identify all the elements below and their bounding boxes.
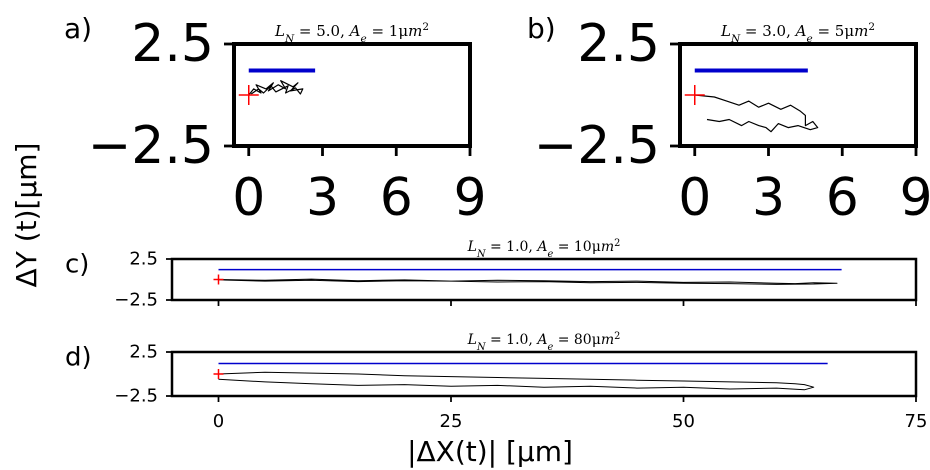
panel-label: c) [65,250,89,280]
axes-frame [170,257,918,302]
panel-label: d) [65,343,92,373]
x-tick-label: 6 [826,168,859,228]
panel-a: a) LN = 5.0, Ae = 1μm2 2.5 −2.5 0 3 6 9 [64,12,487,228]
x-tick-label: 9 [453,168,486,228]
axes-frame [170,350,918,398]
x-tick-label: 75 [905,411,928,432]
y-tick-label: −2.5 [88,116,214,176]
y-tick-label: 2.5 [129,342,158,363]
x-tick-label: 3 [752,168,785,228]
x-tick-label: 0 [213,411,224,432]
x-tick-label: 3 [306,168,339,228]
figure-xlabel: |ΔX(t)| [μm] [407,435,573,468]
panel-label: b) [527,12,556,45]
panel-d: d) LN = 1.0, Ae = 80μm2 2.5 −2.5 0 25 50 75 [65,331,927,433]
panel-label: a) [64,12,92,45]
figure-ylabel: ΔY (t)[μm] [10,143,43,288]
x-tick-label: 50 [672,411,695,432]
panel-title: LN = 1.0, Ae = 80μm2 [467,331,621,353]
y-tick-label: −2.5 [114,290,158,311]
y-tick-label: −2.5 [114,386,158,407]
panel-title: LN = 5.0, Ae = 1μm2 [274,21,429,45]
x-tick-label: 0 [232,168,265,228]
panel-title: LN = 3.0, Ae = 5μm2 [720,21,875,45]
panel-title: LN = 1.0, Ae = 10μm2 [467,238,621,260]
axes-frame [232,42,472,148]
x-tick-label: 9 [899,168,930,228]
x-tick-label: 25 [440,411,463,432]
axes-frame [678,42,918,148]
x-tick-label: 0 [678,168,711,228]
panel-b: b) LN = 3.0, Ae = 5μm2 2.5 −2.5 0 3 6 9 [527,12,930,228]
panel-c: c) LN = 1.0, Ae = 10μm2 2.5 −2.5 [65,238,918,311]
trajectory-line [218,371,815,391]
trajectory-line [218,278,838,285]
trajectory-line [694,94,819,133]
trajectory-line [248,80,304,96]
x-tick-label: 6 [380,168,413,228]
y-tick-label: 2.5 [577,14,660,74]
y-tick-label: −2.5 [534,116,660,176]
y-tick-label: 2.5 [131,14,214,74]
y-tick-label: 2.5 [129,249,158,270]
